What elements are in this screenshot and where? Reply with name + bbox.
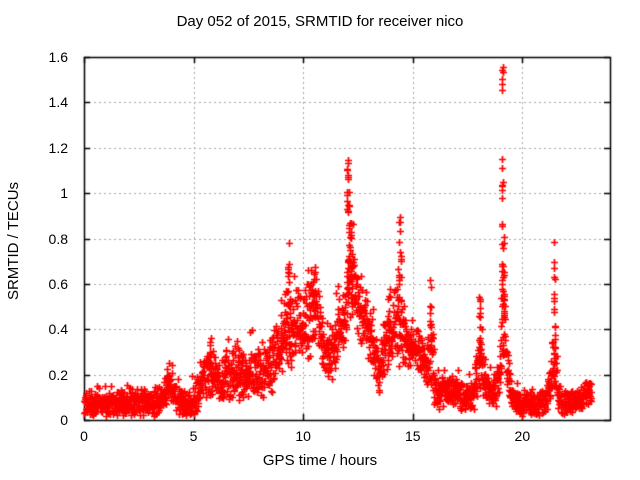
y-tick-label: 0.2 [48,366,68,383]
x-tick-label: 5 [189,428,198,444]
y-tick-label: 0.8 [48,230,68,247]
x-tick-label: 15 [404,428,421,444]
x-tick-label: 20 [514,428,531,444]
y-tick-label: 0 [60,412,68,428]
y-tick-label: 1.4 [48,94,68,111]
chart-title: Day 052 of 2015, SRMTID for receiver nic… [176,13,464,30]
x-axis-label: GPS time / hours [262,452,378,469]
y-tick-label: 0.6 [48,275,68,292]
y-tick-label: 1.2 [48,139,68,156]
y-tick-label: 1.6 [48,49,68,65]
y-tick-label: 1 [60,185,68,202]
x-tick-label: 0 [80,428,88,444]
x-tick-label: 10 [295,428,311,444]
y-tick-label: 0.4 [48,321,68,338]
